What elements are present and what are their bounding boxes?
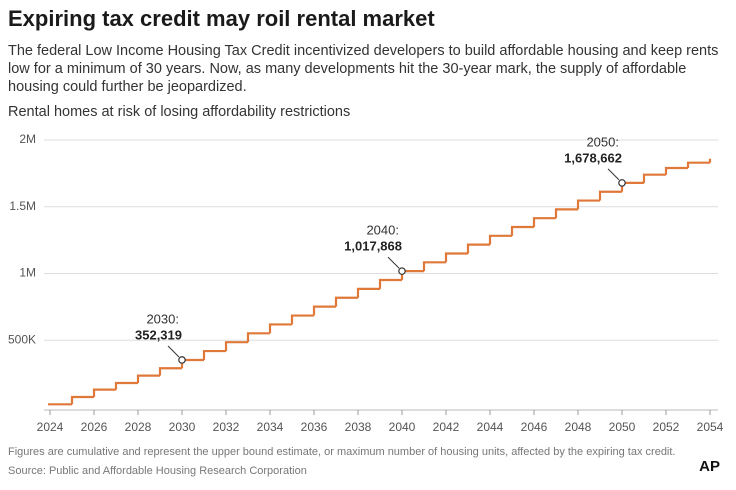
step-segment (136, 374, 160, 383)
x-tick-label: 2034 (257, 420, 284, 434)
step-segment (488, 234, 512, 245)
step-segment (356, 287, 380, 298)
x-tick-label: 2052 (653, 420, 680, 434)
x-tick-label: 2054 (697, 420, 724, 434)
step-segment (510, 225, 534, 236)
title: Expiring tax credit may roil rental mark… (8, 6, 435, 31)
step-segment (598, 190, 622, 201)
annotation-label: 2050: (586, 134, 619, 149)
y-tick-label: 1.5M (9, 199, 36, 213)
x-tick-label: 2048 (565, 420, 592, 434)
x-tick-label: 2036 (301, 420, 328, 434)
logo: AP (699, 458, 720, 475)
step-segment (114, 381, 138, 390)
annotation-marker (398, 267, 406, 275)
step-segment (378, 278, 402, 289)
chart: 500K 1M 1.5M 2M 2024 2026 2028 2030 2032 2034 2036… (8, 132, 724, 434)
step-segment (158, 367, 182, 376)
x-tick-label: 2038 (345, 420, 372, 434)
annotation-pointer (607, 168, 620, 181)
y-tick-label: 500K (8, 332, 36, 346)
annotation-value: 352,319 (135, 327, 182, 342)
x-tick-label: 2026 (81, 420, 108, 434)
step-segment (642, 173, 666, 183)
step-segment (664, 166, 688, 175)
x-tick-label: 2044 (477, 420, 504, 434)
step-segment (246, 332, 270, 343)
x-tick-label: 2050 (609, 420, 636, 434)
step-segment (554, 208, 578, 219)
annotation-value: 1,678,662 (564, 150, 622, 165)
x-tick-label: 2046 (521, 420, 548, 434)
step-segment (334, 296, 358, 307)
x-tick-label: 2042 (433, 420, 460, 434)
step-segment (576, 199, 600, 210)
step-segment (686, 161, 710, 169)
annotation-marker (618, 179, 626, 187)
step-segment (224, 341, 248, 352)
x-tick-label: 2030 (169, 420, 196, 434)
y-tick-label: 1M (19, 266, 36, 280)
chart-title: Rental homes at risk of losing affordabi… (8, 104, 351, 120)
source: Source: Public and Affordable Housing Re… (8, 465, 307, 477)
annotation-value: 1,017,868 (344, 239, 402, 254)
x-tick-label: 2024 (37, 420, 64, 434)
step-segment (290, 314, 314, 325)
step-segment (532, 217, 556, 228)
step-segment (422, 261, 446, 272)
annotation-label: 2030: (146, 311, 179, 326)
step-segment (268, 323, 292, 334)
annotation-label: 2040: (366, 223, 399, 238)
annotation-marker (178, 356, 186, 364)
step-segment (92, 388, 116, 397)
x-tick-label: 2032 (213, 420, 240, 434)
step-segment (312, 305, 336, 316)
step-segment (202, 349, 226, 360)
subtitle: The federal Low Income Housing Tax Credi… (8, 43, 719, 95)
step-segment (466, 243, 490, 254)
y-tick-label: 2M (19, 132, 36, 146)
x-tick-label: 2040 (389, 420, 416, 434)
annotation-pointer (167, 345, 180, 358)
note: Figures are cumulative and represent the… (8, 446, 676, 458)
step-segment (70, 395, 94, 405)
step-segment (444, 252, 468, 263)
x-tick-label: 2028 (125, 420, 152, 434)
annotation-pointer (387, 256, 400, 269)
